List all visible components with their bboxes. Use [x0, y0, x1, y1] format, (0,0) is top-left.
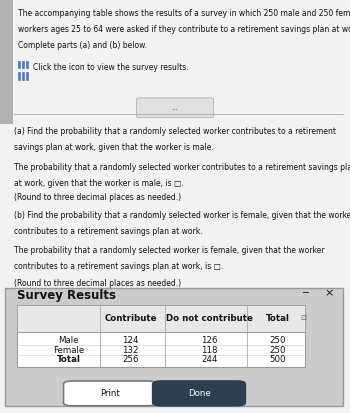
FancyBboxPatch shape [5, 288, 343, 406]
Text: ×: × [325, 288, 334, 298]
FancyBboxPatch shape [17, 305, 305, 332]
Text: 132: 132 [122, 346, 139, 354]
Text: ⊡: ⊡ [301, 316, 307, 321]
Text: The probability that a randomly selected worker contributes to a retirement savi: The probability that a randomly selected… [14, 163, 350, 171]
FancyBboxPatch shape [18, 61, 21, 69]
FancyBboxPatch shape [18, 72, 21, 81]
Text: Total: Total [57, 356, 80, 364]
FancyBboxPatch shape [22, 61, 25, 69]
Text: 500: 500 [270, 356, 286, 364]
Text: 124: 124 [122, 336, 139, 344]
Text: Female: Female [53, 346, 84, 354]
Text: (a) Find the probability that a randomly selected worker contributes to a retire: (a) Find the probability that a randomly… [14, 127, 336, 136]
Text: The probability that a randomly selected worker is female, given that the worker: The probability that a randomly selected… [14, 246, 325, 255]
Text: contributes to a retirement savings plan at work, is □.: contributes to a retirement savings plan… [14, 262, 223, 271]
FancyBboxPatch shape [0, 0, 13, 124]
Text: Male: Male [58, 336, 79, 344]
Text: 118: 118 [201, 346, 218, 354]
Text: Click the icon to view the survey results.: Click the icon to view the survey result… [33, 63, 189, 72]
Text: (Round to three decimal places as needed.): (Round to three decimal places as needed… [14, 278, 181, 287]
Text: at work, given that the worker is male, is □.: at work, given that the worker is male, … [14, 179, 184, 188]
Text: 256: 256 [122, 356, 139, 364]
Text: 244: 244 [201, 356, 218, 364]
Text: 250: 250 [270, 346, 286, 354]
Text: (b) Find the probability that a randomly selected worker is female, given that t: (b) Find the probability that a randomly… [14, 211, 350, 220]
FancyBboxPatch shape [64, 381, 156, 406]
Text: Contribute: Contribute [104, 314, 157, 323]
Text: Print: Print [100, 389, 120, 398]
FancyBboxPatch shape [153, 381, 245, 406]
FancyBboxPatch shape [17, 305, 305, 367]
Text: ─: ─ [302, 288, 308, 298]
Text: (Round to three decimal places as needed.): (Round to three decimal places as needed… [14, 193, 181, 202]
Text: Complete parts (a) and (b) below.: Complete parts (a) and (b) below. [18, 41, 147, 50]
Text: Survey Results: Survey Results [17, 289, 116, 301]
Text: savings plan at work, given that the worker is male.: savings plan at work, given that the wor… [14, 143, 214, 152]
Text: ...: ... [172, 105, 178, 111]
Text: Do not contribute: Do not contribute [166, 314, 253, 323]
Text: The accompanying table shows the results of a survey in which 250 male and 250 f: The accompanying table shows the results… [18, 9, 350, 18]
Text: 126: 126 [201, 336, 218, 344]
Text: contributes to a retirement savings plan at work.: contributes to a retirement savings plan… [14, 227, 203, 236]
FancyBboxPatch shape [136, 98, 214, 118]
Text: 250: 250 [270, 336, 286, 344]
Text: workers ages 25 to 64 were asked if they contribute to a retirement savings plan: workers ages 25 to 64 were asked if they… [18, 25, 350, 34]
Text: Total: Total [266, 314, 290, 323]
FancyBboxPatch shape [22, 72, 25, 81]
Text: Done: Done [188, 389, 210, 398]
FancyBboxPatch shape [26, 72, 29, 81]
FancyBboxPatch shape [26, 61, 29, 69]
